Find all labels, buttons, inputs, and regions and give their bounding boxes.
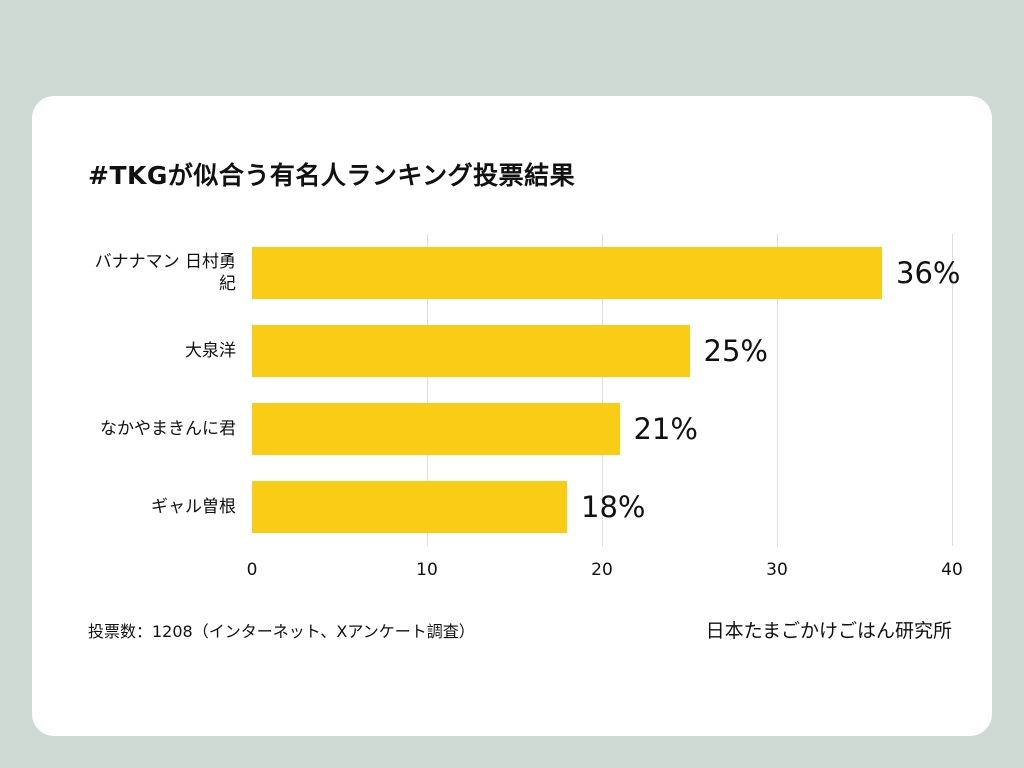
axis-tick-label: 20	[591, 560, 613, 580]
bar-value-label: 21%	[633, 412, 698, 446]
axis-tick-label: 30	[766, 560, 788, 580]
bar	[252, 247, 882, 299]
bar-row: バナナマン 日村勇紀 36%	[88, 234, 960, 312]
axis-tick-label: 10	[416, 560, 438, 580]
bar-category-label: なかやまきんに君	[100, 418, 236, 439]
bar-category-label: バナナマン 日村勇紀	[94, 251, 236, 294]
source-label: 日本たまごかけごはん研究所	[705, 620, 952, 642]
chart-footer: 投票数：1208（インターネット、Xアンケート調査） 日本たまごかけごはん研究所	[88, 616, 952, 643]
bar-rows: バナナマン 日村勇紀 36% 大泉洋 25% なかやまきんに君 21% ギャル曽根 18%	[88, 234, 960, 546]
gridline	[777, 234, 778, 546]
bar-track: 18%	[252, 481, 952, 533]
bar-row: 大泉洋 25%	[88, 312, 952, 390]
bar-chart: バナナマン 日村勇紀 36% 大泉洋 25% なかやまきんに君 21% ギャル曽根 18% 0…	[88, 234, 963, 582]
bar	[252, 481, 567, 533]
bar-row: ギャル曽根 18%	[88, 468, 952, 546]
bar-value-label: 18%	[581, 490, 646, 524]
bar	[252, 403, 620, 455]
bar-track: 21%	[252, 403, 952, 455]
bar-category-label: ギャル曽根	[151, 496, 236, 517]
bar-category-label: 大泉洋	[185, 340, 236, 361]
gridline	[952, 234, 953, 546]
bar-row: なかやまきんに君 21%	[88, 390, 952, 468]
chart-title: #TKGが似合う有名人ランキング投票結果	[88, 161, 576, 190]
plot-area: バナナマン 日村勇紀 36% 大泉洋 25% なかやまきんに君 21% ギャル曽根 18%	[88, 234, 960, 546]
vote-count-note: 投票数：1208（インターネット、Xアンケート調査）	[88, 622, 475, 641]
bar-track: 36%	[252, 247, 960, 299]
bar	[252, 325, 690, 377]
gridline	[427, 234, 428, 546]
x-axis: 0 10 20 30 40	[247, 546, 963, 582]
axis-tick-label: 0	[246, 560, 258, 580]
bar-track: 25%	[252, 325, 952, 377]
chart-card: #TKGが似合う有名人ランキング投票結果 バナナマン 日村勇紀 36% 大泉洋 25%…	[32, 96, 992, 736]
grid-layer	[252, 234, 953, 546]
bar-value-label: 36%	[896, 256, 961, 290]
bar-value-label: 25%	[703, 334, 768, 368]
axis-tick-label: 40	[941, 560, 963, 580]
gridline	[602, 234, 603, 546]
